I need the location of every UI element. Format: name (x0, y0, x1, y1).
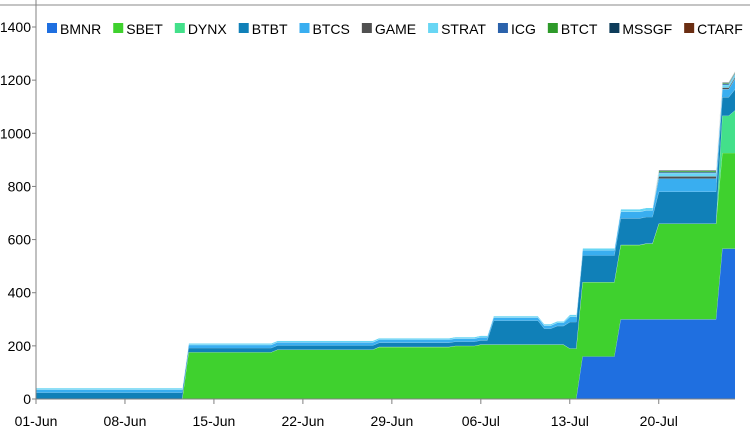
legend-label-btbt: BTBT (252, 21, 288, 37)
y-tick-label: 400 (8, 285, 32, 301)
y-tick-label: 0 (23, 391, 31, 407)
y-tick-label: 1000 (0, 125, 31, 141)
legend-label-btct: BTCT (561, 21, 598, 37)
x-tick-label: 06-Jul (462, 413, 500, 429)
legend-label-sbet: SBET (126, 21, 163, 37)
y-tick-label: 1200 (0, 72, 31, 88)
x-tick-label: 22-Jun (281, 413, 324, 429)
legend-label-game: GAME (375, 21, 416, 37)
legend-swatch-bmnr (47, 23, 57, 33)
legend-swatch-btct (547, 23, 558, 33)
area-bmnr (36, 248, 735, 399)
area-edge-ctarf (36, 71, 736, 389)
x-tick-label: 08-Jun (104, 413, 147, 429)
y-tick-label: 200 (8, 338, 32, 354)
legend-label-dynx: DYNX (188, 21, 228, 37)
x-tick-label: 01-Jun (15, 413, 58, 429)
legend-swatch-icg (497, 23, 508, 33)
legend-swatch-btbt (238, 23, 249, 33)
legend-label-strat: STRAT (441, 21, 486, 37)
x-tick-label: 13-Jul (551, 413, 589, 429)
y-tick-label: 800 (8, 178, 32, 194)
series-areas (36, 71, 736, 400)
axes: 0 200 400 600 800 1000 1200 1400 01-Jun 08-Jun 15-… (0, 0, 735, 429)
legend-swatch-mssgf (609, 23, 620, 33)
legend-label-bmnr: BMNR (60, 21, 101, 37)
legend-label-btcs: BTCS (313, 21, 350, 37)
legend-label-mssgf: MSSGF (622, 21, 672, 37)
y-tick-label: 600 (8, 232, 32, 248)
legend-swatch-strat (428, 23, 439, 33)
legend-swatch-sbet (113, 23, 124, 33)
x-tick-label: 15-Jun (193, 413, 236, 429)
legend-swatch-ctarf (684, 23, 695, 33)
area-sbet (36, 152, 735, 399)
y-tick-label: 1400 (0, 19, 31, 35)
legend: BMNR SBET DYNX BTBT BTCS GAME STRAT ICG BTCT MSSG… (47, 21, 743, 37)
legend-swatch-dynx (174, 23, 185, 33)
x-tick-label: 29-Jun (370, 413, 413, 429)
legend-swatch-game (361, 23, 372, 33)
legend-label-ctarf: CTARF (697, 21, 743, 37)
x-tick-label: 20-Jul (640, 413, 678, 429)
legend-swatch-btcs (299, 23, 310, 33)
legend-label-icg: ICG (511, 21, 536, 37)
